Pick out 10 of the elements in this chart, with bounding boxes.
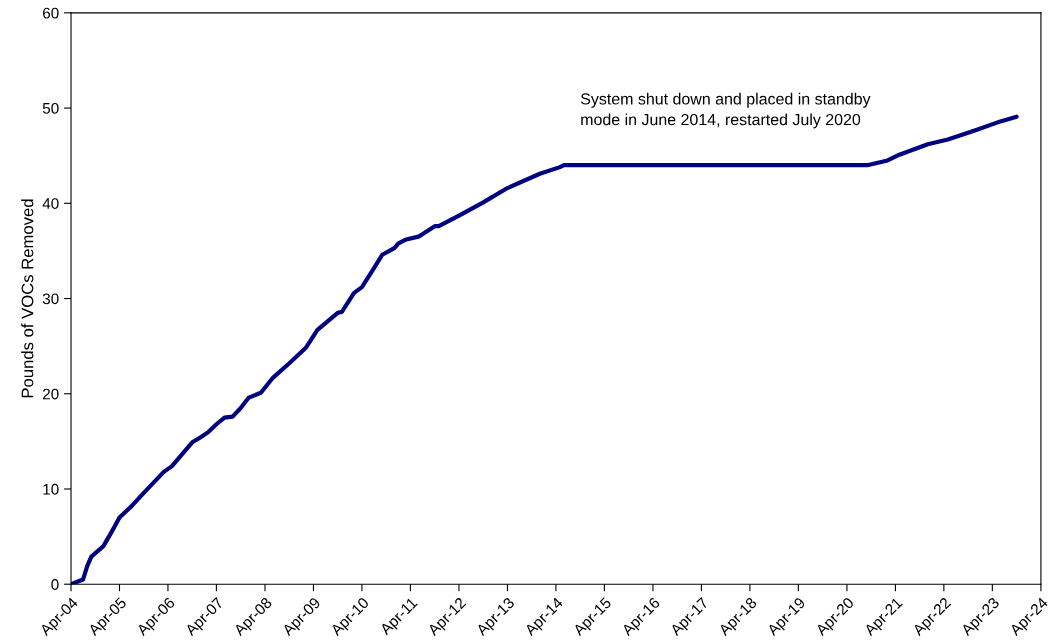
y-tick-label: 40 (42, 198, 59, 209)
line-series (71, 114, 1019, 585)
y-tick-label: 0 (51, 579, 59, 590)
y-tick-label: 10 (43, 483, 59, 495)
annotation: System shut down and placed in standby mode in June 2014, restarted July 2020 (580, 92, 871, 129)
y-tick-label: 50 (42, 102, 59, 114)
y-tick-label: 20 (42, 388, 59, 400)
y-axis-title: Pounds of VOCs Removed (21, 199, 34, 398)
y-tick-label: 60 (43, 7, 59, 19)
y-tick-label: 30 (42, 293, 59, 305)
